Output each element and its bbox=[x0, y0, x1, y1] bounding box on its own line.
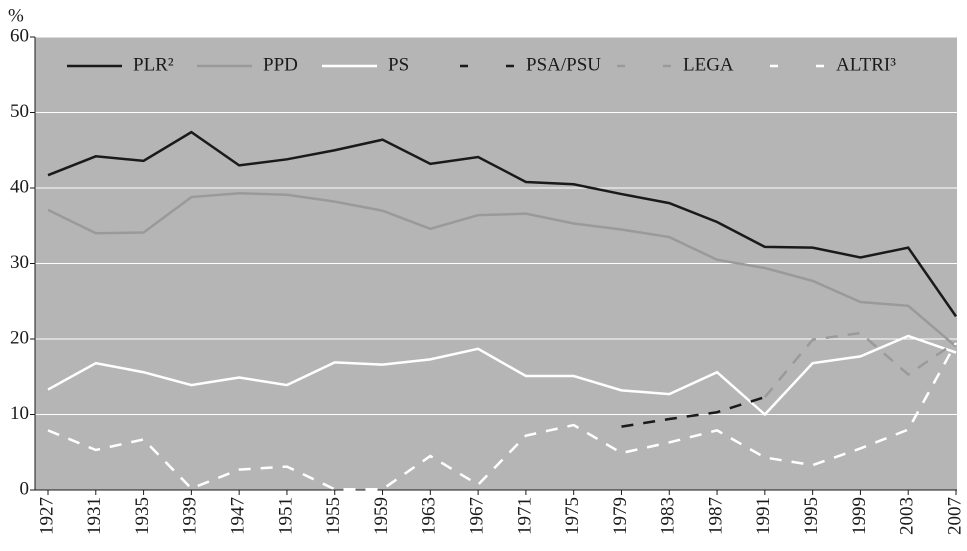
y-tick-label: 60 bbox=[10, 25, 29, 46]
legend-label: LEGA bbox=[683, 54, 734, 75]
x-tick-label: 1979 bbox=[610, 497, 631, 535]
y-axis-label: % bbox=[8, 5, 24, 26]
y-tick-label: 30 bbox=[10, 252, 29, 273]
x-tick-label: 1971 bbox=[514, 497, 535, 535]
legend-label: ALTRI³ bbox=[836, 54, 896, 75]
series-line bbox=[763, 331, 957, 398]
x-tick-label: 1955 bbox=[323, 497, 344, 535]
x-tick-label: 1963 bbox=[419, 497, 440, 535]
series-line bbox=[47, 334, 957, 417]
series-line bbox=[47, 342, 958, 491]
y-tick-label: 40 bbox=[10, 176, 29, 197]
x-tick-label: 1967 bbox=[466, 497, 487, 535]
x-tick-label: 1975 bbox=[562, 497, 583, 535]
x-tick-label: 1995 bbox=[801, 497, 822, 535]
x-tick-label: 1991 bbox=[753, 497, 774, 535]
x-tick-label: 1927 bbox=[36, 497, 57, 535]
x-tick-label: 1959 bbox=[371, 497, 392, 535]
legend-label: PLR² bbox=[133, 54, 174, 75]
legend-label: PSA/PSU bbox=[526, 54, 601, 75]
y-tick-label: 10 bbox=[10, 403, 29, 424]
y-tick-label: 50 bbox=[10, 101, 29, 122]
series-line bbox=[47, 130, 958, 318]
x-tick-label: 1931 bbox=[84, 497, 105, 535]
x-tick-label: 1983 bbox=[658, 497, 679, 535]
x-tick-label: 2007 bbox=[944, 497, 965, 535]
legend-label: PS bbox=[388, 54, 409, 75]
series-line bbox=[621, 395, 766, 428]
x-tick-label: 1951 bbox=[275, 497, 296, 535]
x-tick-label: 2003 bbox=[897, 497, 918, 535]
y-tick-label: 0 bbox=[20, 478, 30, 499]
series-line bbox=[47, 192, 957, 348]
x-tick-label: 1939 bbox=[180, 497, 201, 535]
y-tick-label: 20 bbox=[10, 327, 29, 348]
x-tick-label: 1999 bbox=[849, 497, 870, 535]
x-tick-label: 1987 bbox=[705, 497, 726, 535]
x-tick-label: 1947 bbox=[228, 497, 249, 535]
x-tick-label: 1935 bbox=[132, 497, 153, 535]
legend-label: PPD bbox=[263, 54, 298, 75]
